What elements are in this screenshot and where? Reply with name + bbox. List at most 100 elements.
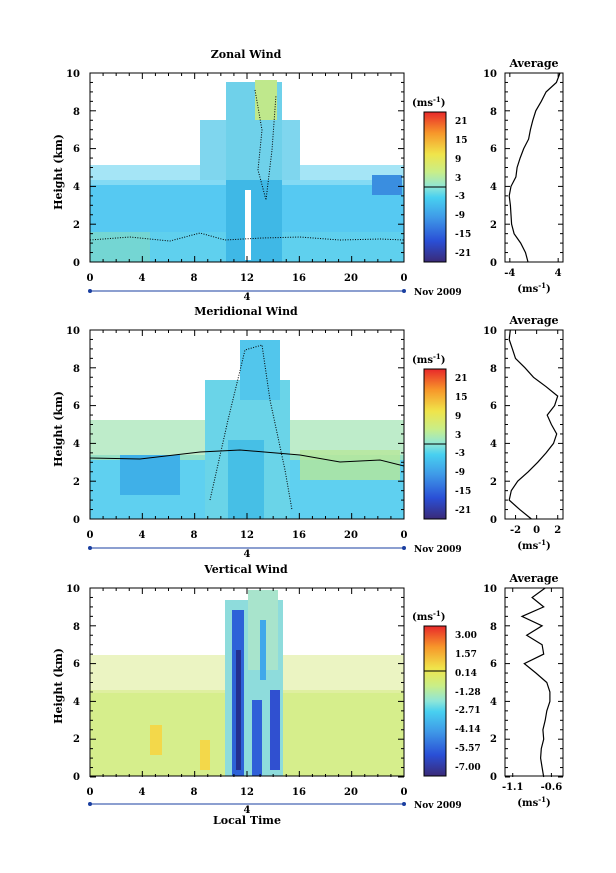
meridional-patch-west	[120, 455, 180, 495]
y-tick-label: 4	[73, 697, 80, 708]
colorbar-label: -9	[455, 211, 465, 221]
colorbar-label: -3	[455, 192, 465, 202]
profile-y-tick-label: 6	[490, 144, 497, 155]
profile-y-tick-label: 8	[490, 622, 497, 633]
colorbar-label: 0.14	[455, 669, 477, 679]
profile-x-tick-label: -1.1	[502, 782, 524, 793]
colorbar-label: -2.71	[455, 706, 481, 716]
y-tick-label: 0	[73, 515, 80, 526]
profile-unit: (ms-1)	[517, 538, 550, 552]
colorbar-label: -7.00	[455, 763, 481, 773]
y-tick-label: 10	[66, 69, 80, 80]
colorbar-label: -21	[455, 506, 471, 516]
y-tick-label: 8	[73, 107, 80, 118]
x-tick-label: 12	[240, 530, 254, 541]
profile-frame	[504, 587, 564, 777]
x-tick-label: 16	[292, 530, 306, 541]
profile-y-tick-label: 2	[490, 220, 497, 231]
colorbar-label: -9	[455, 468, 465, 478]
vertical-heatmap	[90, 590, 404, 776]
vertical-updraft-1-core	[236, 650, 241, 770]
profile-line	[508, 329, 559, 520]
profile-y-tick-label: 0	[490, 258, 497, 269]
profile-y-tick-label: 10	[483, 326, 497, 337]
profile-y-ticks	[505, 329, 563, 520]
x-tick-label: 0	[87, 530, 94, 541]
month-label: Nov 2009	[414, 545, 462, 555]
vertical-patch-1	[150, 725, 162, 755]
x-tick-label: 4	[139, 787, 146, 798]
profile-y-tick-label: 6	[490, 401, 497, 412]
profile-y-tick-label: 4	[490, 697, 497, 708]
vertical-updraft-3	[270, 690, 280, 770]
colorbar	[423, 625, 447, 777]
x-tick-label: 20	[344, 273, 358, 284]
colorbar-label: -15	[455, 487, 471, 497]
x-tick-label: 0	[87, 273, 94, 284]
profile-y-tick-label: 8	[490, 107, 497, 118]
y-tick-label: 4	[73, 439, 80, 450]
zonal-patch-east	[372, 175, 402, 195]
y-tick-label: 6	[73, 144, 80, 155]
profile-y-tick-label: 6	[490, 659, 497, 670]
vertical-patch-2	[200, 740, 210, 770]
zonal-top-positive	[255, 80, 277, 120]
y-tick-label: 2	[73, 734, 80, 745]
zonal-heatmap	[89, 80, 405, 262]
colorbar-label: 9	[455, 412, 461, 422]
profile-y-tick-label: 2	[490, 734, 497, 745]
profile-y-tick-label: 0	[490, 772, 497, 783]
profile-x-tick-label: 0	[533, 525, 540, 536]
y-tick-label: 4	[73, 182, 80, 193]
panel-vertical: Vertical Wind 0 4 8 12 16 20 0 0 2 4 6 8…	[52, 563, 564, 827]
meridional-core-lower	[228, 440, 264, 519]
x-tick-label: 0	[87, 787, 94, 798]
y-tick-label: 0	[73, 258, 80, 269]
colorbar-unit: (ms-1)	[412, 352, 445, 366]
date-line-end	[402, 289, 406, 293]
y-tick-label: 0	[73, 772, 80, 783]
date-line-start	[88, 546, 92, 550]
month-label: Nov 2009	[414, 288, 462, 298]
profile-unit: (ms-1)	[517, 795, 550, 809]
colorbar-label: -4.14	[455, 725, 481, 735]
colorbar-unit: (ms-1)	[412, 95, 445, 109]
colorbar-label: -1.28	[455, 688, 481, 698]
colorbar-label: 21	[455, 117, 468, 127]
zonal-x-ticks	[89, 73, 405, 262]
x-tick-label: 0	[401, 273, 408, 284]
date-line-start	[88, 289, 92, 293]
x-tick-label: 8	[191, 530, 198, 541]
profile-x-tick-label: 4	[555, 268, 562, 279]
colorbar-label: 3.00	[455, 631, 477, 641]
y-tick-label: 6	[73, 659, 80, 670]
zonal-contour-low	[89, 232, 405, 242]
profile-y-tick-label: 10	[483, 584, 497, 595]
date-line-end	[402, 546, 406, 550]
profile-y-tick-label: 4	[490, 182, 497, 193]
profile-y-tick-label: 0	[490, 515, 497, 526]
profile-x-tick-label: -0.6	[541, 782, 563, 793]
profile-frame	[504, 329, 564, 520]
colorbar-label: 1.57	[455, 650, 477, 660]
panel-zonal: Zonal Wind 0 4 8 12 16 20 0 0 2 4 6 8 1	[52, 48, 564, 303]
y-tick-label: 8	[73, 622, 80, 633]
meridional-core-top	[240, 340, 280, 400]
x-tick-label: 8	[191, 273, 198, 284]
colorbar-label: 21	[455, 374, 468, 384]
profile-x-tick-label: -4	[504, 268, 515, 279]
meridional-heatmap	[89, 340, 405, 519]
colorbar-label: 15	[455, 393, 468, 403]
x-axis-label: Local Time	[213, 814, 281, 827]
y-tick-label: 6	[73, 401, 80, 412]
colorbar-label: -15	[455, 230, 471, 240]
colorbar-label: 9	[455, 155, 461, 165]
meridional-x-ticks	[89, 330, 405, 519]
profile-y-tick-label: 2	[490, 477, 497, 488]
colorbar-label: -21	[455, 249, 471, 259]
vertical-updraft-2	[252, 700, 262, 776]
chart-title: Vertical Wind	[203, 563, 288, 576]
profile-line	[508, 72, 561, 263]
vertical-x-ticks	[89, 588, 405, 777]
